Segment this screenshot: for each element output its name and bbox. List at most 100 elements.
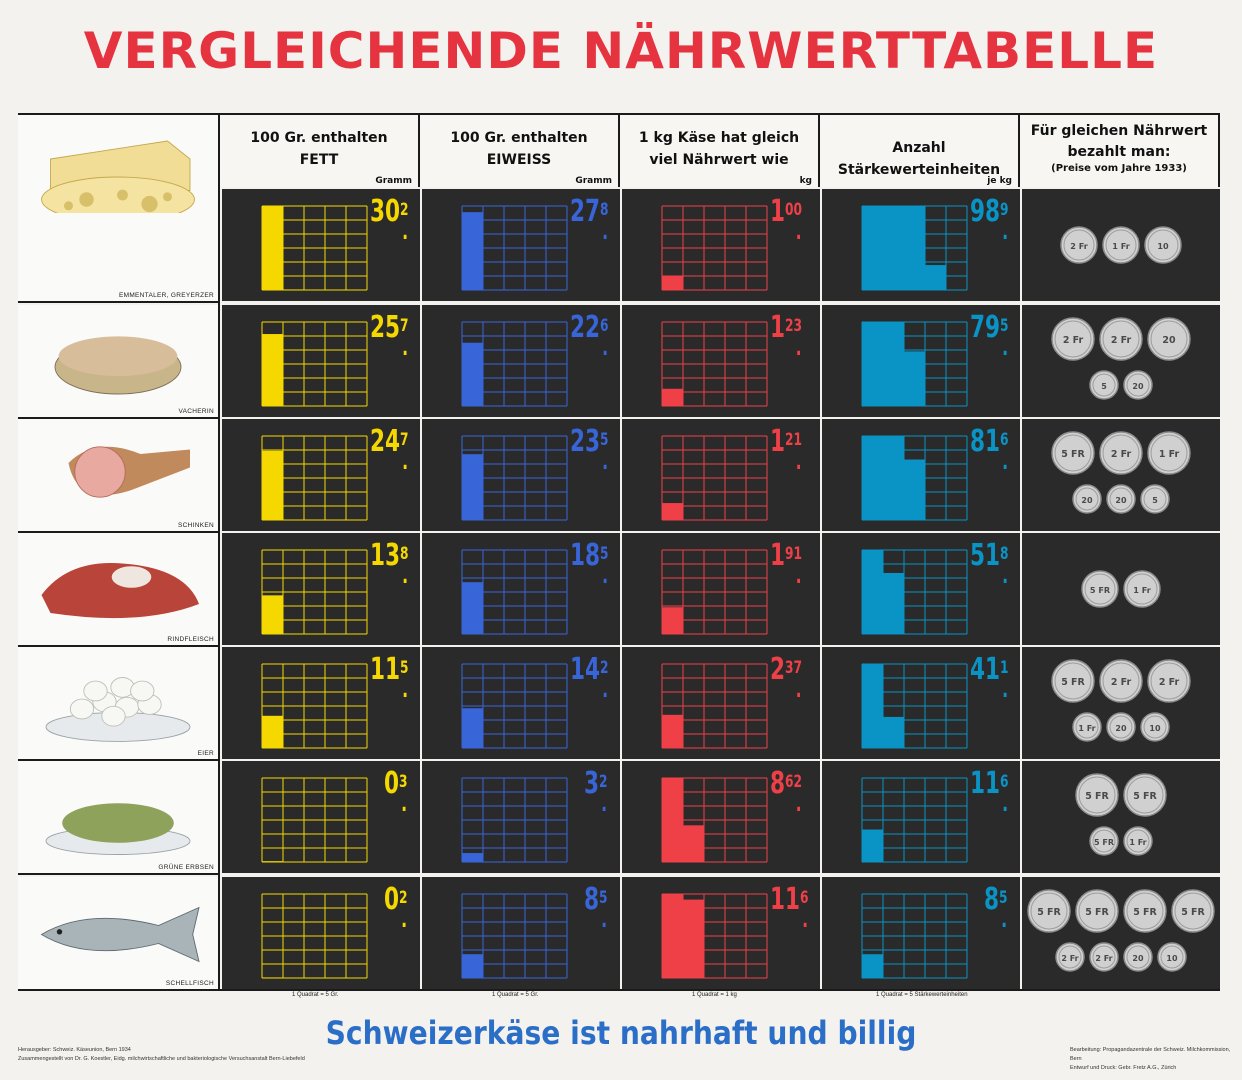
value-dec-digits: 7 — [400, 316, 409, 336]
food-cell: GRÜNE ERBSEN — [18, 761, 218, 875]
value-dec-digits: 6 — [800, 888, 809, 908]
coin-label: 5 FR — [1133, 907, 1157, 918]
cell-preis: 2 Fr 2 Fr 20 5 20 — [1022, 305, 1220, 417]
filled-square — [883, 464, 904, 478]
filled-square — [262, 248, 283, 262]
filled-square — [862, 564, 883, 578]
value-dot: . — [402, 220, 409, 245]
filled-square — [883, 506, 904, 520]
value-dec-digits: 2 — [599, 772, 608, 792]
slogan: Schweizerkäse ist nahrhaft und billig — [325, 1014, 917, 1052]
filled-square — [883, 716, 904, 720]
value-label-fett: 302. — [370, 197, 409, 246]
coin-icon — [1060, 226, 1098, 264]
value-dec-digits: 2 — [600, 658, 609, 678]
filled-square — [662, 834, 683, 848]
grid-chart-fett — [261, 893, 368, 979]
value-dec: 5 — [999, 888, 1008, 908]
coin-label: 5 FR — [1090, 585, 1111, 595]
filled-square — [904, 478, 925, 492]
value-dec-digits: 5 — [600, 544, 609, 564]
coin-icon — [1089, 942, 1119, 972]
value-dot: . — [602, 450, 609, 475]
value-dec-digits: 5 — [1000, 316, 1009, 336]
value-int: 79 — [970, 310, 1001, 345]
coin-icon — [1123, 889, 1167, 933]
filled-square — [683, 899, 704, 908]
filled-square — [462, 454, 483, 464]
filled-square — [662, 894, 683, 908]
coin-label: 2 Fr — [1063, 335, 1084, 346]
coin-icon — [1102, 226, 1140, 264]
filled-square — [262, 276, 283, 290]
value-label-staerke: 816. — [970, 427, 1009, 476]
coin-icon — [1027, 889, 1071, 933]
value-dot: . — [795, 336, 802, 361]
filled-square — [262, 715, 283, 720]
cell-preis: 5 FR 5 FR 5 FR 5 FR 2 Fr 2 Fr 20 10 — [1022, 877, 1220, 989]
filled-square — [262, 492, 283, 506]
filled-square — [462, 350, 483, 364]
cell-fett: 247. — [222, 419, 420, 531]
value-int: 11 — [970, 766, 1001, 801]
value-int: 0 — [384, 766, 400, 801]
coin-icon — [1055, 942, 1085, 972]
scale-note: 1 Quadrat = 1 kg — [692, 992, 737, 998]
filled-square — [662, 607, 683, 620]
scale-note: 1 Quadrat = 5 Stärkewerteinheiten — [876, 992, 968, 998]
value-dec-digits: 2 — [399, 888, 408, 908]
food-cell: SCHINKEN — [18, 419, 218, 533]
cell-fett: 03. — [222, 761, 420, 873]
coin-label: 20 — [1132, 382, 1144, 391]
value-dec-digits: 5 — [999, 888, 1008, 908]
coin-label: 5 — [1152, 496, 1158, 505]
filled-square — [862, 664, 883, 678]
food-cell: RINDFLEISCH — [18, 533, 218, 647]
filled-square — [862, 506, 883, 520]
coin-icon — [1089, 826, 1119, 856]
coins-graphic: 5 FR 1 Fr — [1081, 570, 1161, 608]
grid-chart-eiweiss — [461, 205, 568, 291]
value-dec-digits: 6 — [1000, 430, 1009, 450]
food-label: EMMENTALER, GREYERZER — [118, 292, 214, 299]
coin-label: 20 — [1115, 724, 1127, 733]
cell-eiweiss: 32. — [422, 761, 620, 873]
poster-title: VERGLEICHENDE NÄHRWERTTABELLE — [83, 22, 1159, 80]
value-label-fett: 115. — [370, 655, 409, 704]
grid-chart-kg — [661, 435, 768, 521]
value-dot: . — [1002, 678, 1009, 703]
coin-label: 1 Fr — [1112, 241, 1129, 251]
filled-square — [662, 276, 683, 290]
grid-chart-eiweiss — [461, 663, 568, 749]
coin-icon — [1123, 570, 1161, 608]
value-int: 22 — [570, 310, 601, 345]
value-int: 8 — [770, 766, 786, 801]
value-dec: 62 — [785, 772, 802, 792]
filled-square — [925, 276, 946, 290]
grid-chart-fett — [261, 205, 368, 291]
filled-square — [862, 336, 883, 350]
grid-chart-eiweiss — [461, 893, 568, 979]
coin-icon — [1051, 659, 1095, 703]
value-int: 98 — [970, 194, 1001, 229]
coin-label: 2 Fr — [1111, 335, 1132, 346]
header-kg: 1 kg Käse hat gleich viel Nährwert wie kg — [620, 115, 820, 187]
value-int: 1 — [770, 310, 786, 345]
value-dec: 7 — [400, 430, 409, 450]
coin-icon — [1123, 942, 1153, 972]
value-dec: 6 — [800, 888, 809, 908]
value-dot: . — [402, 450, 409, 475]
filled-square — [662, 936, 683, 950]
value-dec: 2 — [399, 888, 408, 908]
coins-graphic: 5 FR 2 Fr 2 Fr 1 Fr 20 10 — [1051, 659, 1191, 742]
filled-square — [662, 720, 683, 734]
value-label-fett: 138. — [370, 541, 409, 590]
value-int: 25 — [370, 310, 401, 345]
value-label-fett: 257. — [370, 310, 409, 362]
header-eiweiss: 100 Gr. enthalten EIWEISS Gramm — [420, 115, 620, 187]
filled-square — [883, 262, 904, 276]
coin-icon — [1123, 826, 1153, 856]
filled-square — [262, 734, 283, 748]
header-staerke: Anzahl Stärkewerteinheiten je kg — [820, 115, 1020, 187]
grid-chart-fett — [261, 435, 368, 521]
